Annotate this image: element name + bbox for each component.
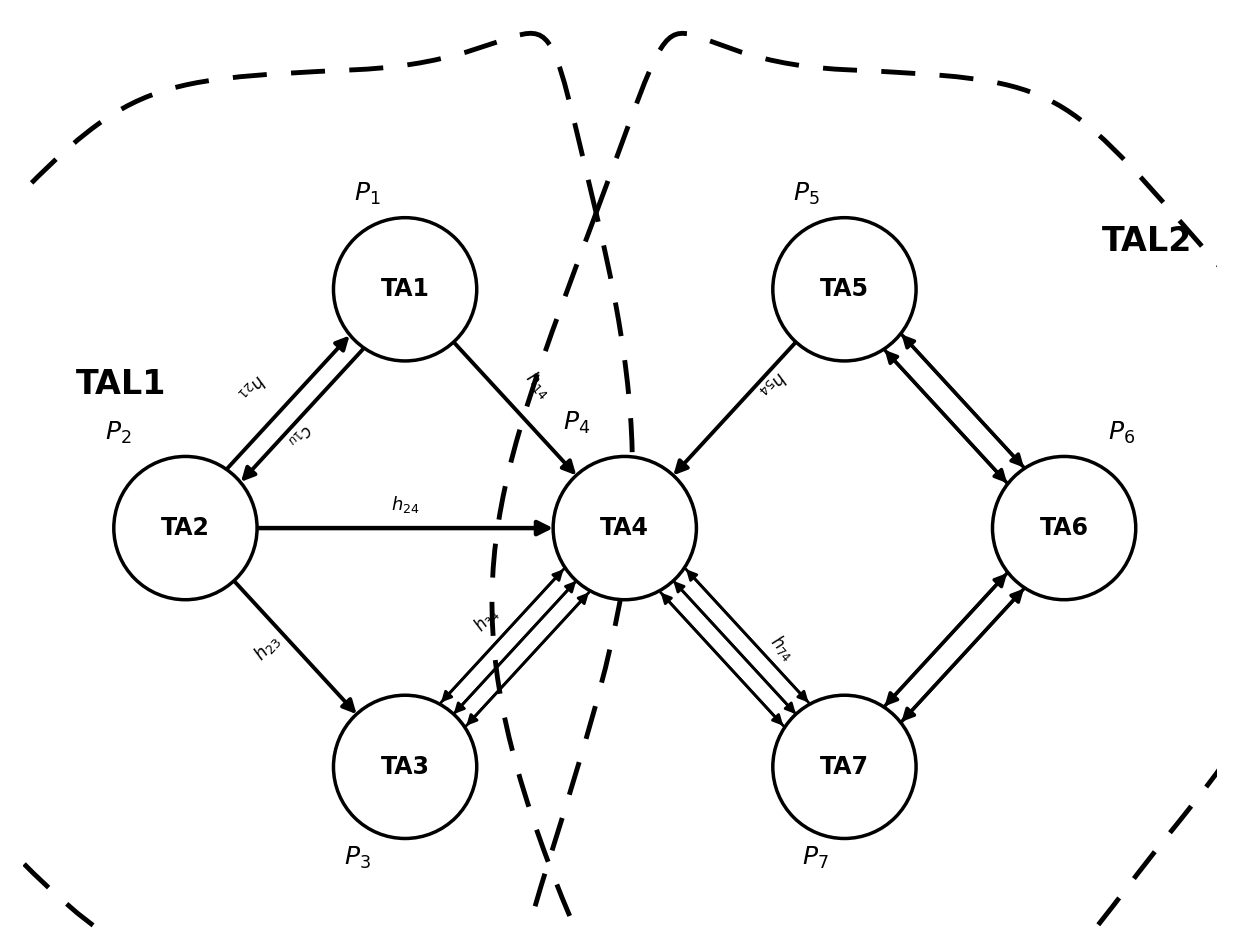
Text: $P_5$: $P_5$ xyxy=(792,181,820,207)
Text: $h_{54}$: $h_{54}$ xyxy=(755,367,790,403)
Text: $h_{74}$: $h_{74}$ xyxy=(765,631,799,665)
Text: $h_{24}$: $h_{24}$ xyxy=(391,494,419,514)
Text: $P_6$: $P_6$ xyxy=(1107,419,1135,445)
Text: $h_{21}$: $h_{21}$ xyxy=(234,370,269,405)
Circle shape xyxy=(334,695,476,839)
Text: TA3: TA3 xyxy=(381,755,429,779)
Text: $h_{34}$: $h_{34}$ xyxy=(470,602,503,636)
Text: TA1: TA1 xyxy=(381,278,429,301)
Text: $P_7$: $P_7$ xyxy=(802,844,830,870)
Text: $h_{14}$: $h_{14}$ xyxy=(521,367,557,403)
Text: $P_1$: $P_1$ xyxy=(353,181,381,207)
Text: TA6: TA6 xyxy=(1039,516,1089,540)
Text: TA5: TA5 xyxy=(820,278,869,301)
Circle shape xyxy=(553,457,697,599)
Text: TAL2: TAL2 xyxy=(1102,225,1193,258)
Text: $c_{1u}$: $c_{1u}$ xyxy=(285,420,315,451)
Text: $P_2$: $P_2$ xyxy=(105,419,131,445)
Text: $P_3$: $P_3$ xyxy=(343,844,371,870)
Circle shape xyxy=(992,457,1136,599)
Circle shape xyxy=(334,218,476,361)
Text: $P_4$: $P_4$ xyxy=(563,410,590,436)
Circle shape xyxy=(773,218,916,361)
Circle shape xyxy=(114,457,257,599)
Circle shape xyxy=(773,695,916,839)
Text: TAL1: TAL1 xyxy=(76,368,166,402)
Text: TA4: TA4 xyxy=(600,516,650,540)
Text: TA7: TA7 xyxy=(820,755,869,779)
Text: TA2: TA2 xyxy=(161,516,210,540)
Text: $h_{23}$: $h_{23}$ xyxy=(249,630,284,665)
